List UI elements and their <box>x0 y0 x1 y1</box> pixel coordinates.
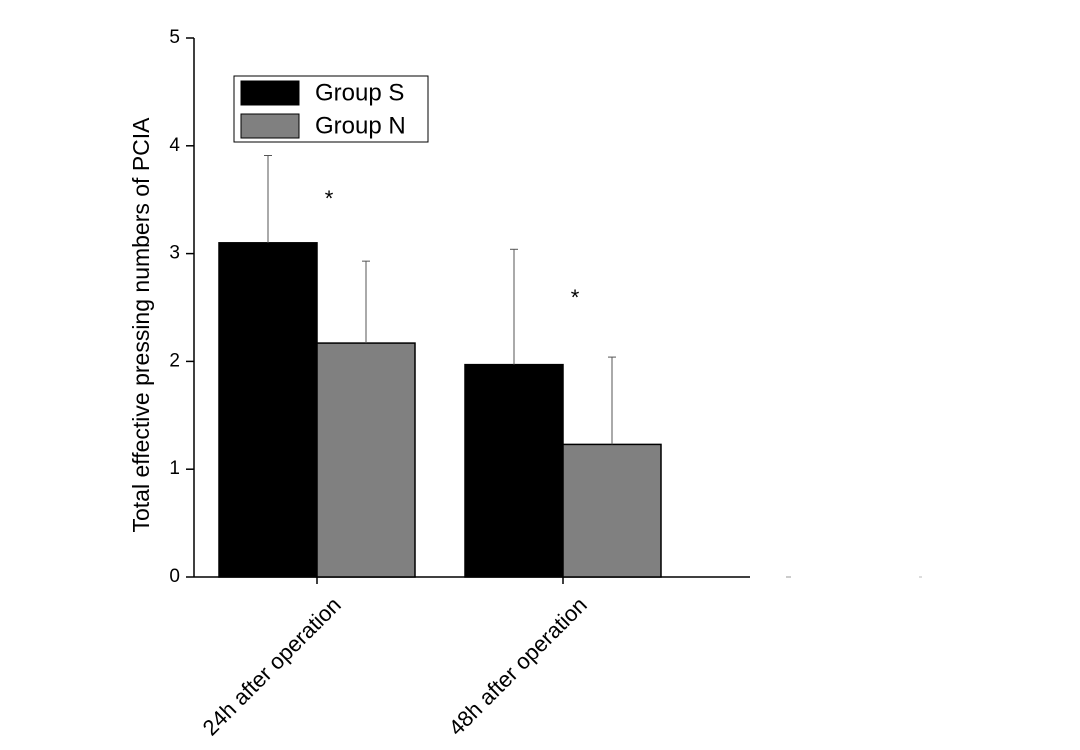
significance-markers: ** <box>325 186 580 310</box>
significance-star: * <box>571 285 580 310</box>
legend-label: Group N <box>315 112 406 139</box>
legend-label: Group S <box>315 79 404 106</box>
bar <box>218 242 318 578</box>
bar <box>562 443 662 578</box>
y-tick-label: 2 <box>169 350 180 371</box>
y-tick-label: 3 <box>169 243 180 264</box>
bar <box>316 342 416 578</box>
error-bars <box>264 155 616 445</box>
legend-swatch <box>240 80 300 106</box>
y-axis-label: Total effective pressing numbers of PCIA <box>128 117 154 533</box>
legend-swatch <box>240 113 300 139</box>
y-tick-label: 1 <box>169 458 180 479</box>
x-category-label: 24h after operation <box>198 592 346 740</box>
legend: Group S Group N <box>233 75 429 143</box>
bar <box>464 363 564 578</box>
y-tick-label: 5 <box>169 27 180 48</box>
x-category-label: 48h after operation <box>444 592 592 740</box>
bars <box>218 242 662 578</box>
significance-star: * <box>325 186 334 211</box>
y-tick-label: 4 <box>169 135 180 156</box>
y-tick-label: 0 <box>169 566 180 587</box>
y-ticks: 0 1 2 3 4 5 <box>169 27 194 587</box>
category-labels: 24h after operation 48h after operation <box>198 577 592 740</box>
